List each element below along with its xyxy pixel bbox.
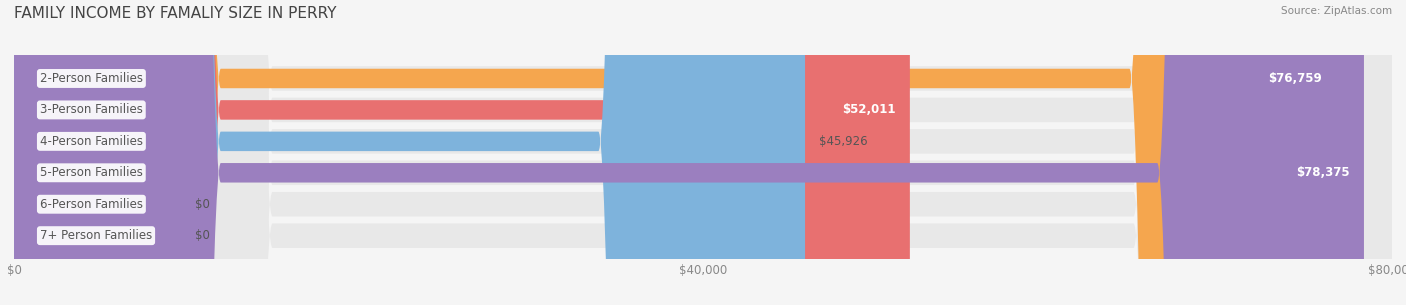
- Text: 5-Person Families: 5-Person Families: [39, 166, 143, 179]
- Text: FAMILY INCOME BY FAMALIY SIZE IN PERRY: FAMILY INCOME BY FAMALIY SIZE IN PERRY: [14, 6, 336, 21]
- FancyBboxPatch shape: [14, 0, 910, 305]
- FancyBboxPatch shape: [14, 0, 1392, 305]
- FancyBboxPatch shape: [14, 0, 1392, 305]
- Text: $0: $0: [195, 229, 209, 242]
- FancyBboxPatch shape: [14, 0, 1364, 305]
- Text: $45,926: $45,926: [818, 135, 868, 148]
- FancyBboxPatch shape: [14, 0, 1392, 305]
- FancyBboxPatch shape: [14, 0, 1336, 305]
- FancyBboxPatch shape: [14, 0, 806, 305]
- FancyBboxPatch shape: [14, 0, 1392, 305]
- Text: $0: $0: [195, 198, 209, 211]
- FancyBboxPatch shape: [14, 0, 1392, 305]
- Text: $76,759: $76,759: [1268, 72, 1322, 85]
- Text: $78,375: $78,375: [1296, 166, 1350, 179]
- Text: $52,011: $52,011: [842, 103, 896, 117]
- Text: 6-Person Families: 6-Person Families: [39, 198, 143, 211]
- Text: 4-Person Families: 4-Person Families: [39, 135, 143, 148]
- Text: 2-Person Families: 2-Person Families: [39, 72, 143, 85]
- Text: 7+ Person Families: 7+ Person Families: [39, 229, 152, 242]
- Text: 3-Person Families: 3-Person Families: [39, 103, 143, 117]
- FancyBboxPatch shape: [14, 0, 1392, 305]
- Text: Source: ZipAtlas.com: Source: ZipAtlas.com: [1281, 6, 1392, 16]
